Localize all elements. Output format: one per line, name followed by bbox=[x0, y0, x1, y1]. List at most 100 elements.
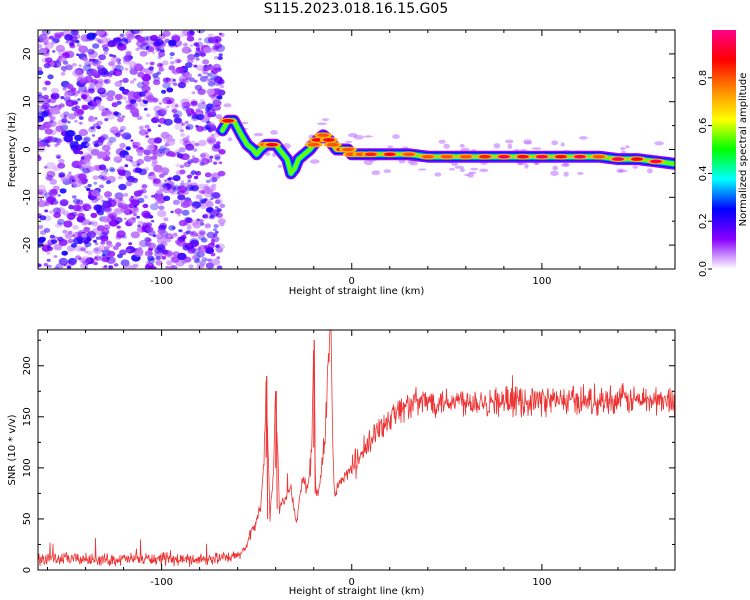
noise-speckle bbox=[78, 121, 83, 125]
noise-speckle bbox=[59, 31, 65, 36]
colorbar-tick-label: 0.2 bbox=[698, 213, 709, 229]
noise-speckle bbox=[164, 179, 168, 182]
noise-speckle bbox=[264, 152, 271, 156]
noise-speckle bbox=[66, 265, 72, 269]
noise-speckle bbox=[93, 181, 98, 185]
noise-speckle bbox=[86, 32, 96, 40]
noise-speckle bbox=[96, 125, 101, 130]
noise-speckle bbox=[106, 256, 116, 264]
noise-speckle bbox=[114, 102, 119, 106]
noise-speckle bbox=[57, 55, 67, 63]
noise-speckle bbox=[345, 140, 353, 143]
noise-speckle bbox=[91, 59, 101, 67]
noise-speckle bbox=[87, 63, 92, 67]
noise-speckle bbox=[144, 213, 151, 219]
noise-speckle bbox=[166, 105, 170, 108]
noise-speckle bbox=[162, 82, 171, 89]
noise-speckle bbox=[117, 175, 124, 180]
noise-speckle bbox=[181, 123, 186, 126]
noise-speckle bbox=[181, 78, 189, 85]
noise-speckle bbox=[438, 139, 446, 144]
noise-speckle bbox=[212, 99, 222, 107]
noise-speckle bbox=[210, 252, 216, 257]
noise-speckle bbox=[158, 33, 166, 40]
noise-speckle bbox=[92, 239, 97, 243]
noise-speckle bbox=[179, 182, 185, 187]
ridge-peak bbox=[265, 142, 278, 147]
noise-speckle bbox=[194, 84, 203, 91]
noise-speckle bbox=[207, 81, 216, 87]
noise-speckle bbox=[190, 110, 194, 113]
noise-speckle bbox=[166, 180, 175, 187]
noise-speckle bbox=[114, 112, 122, 118]
noise-speckle bbox=[142, 99, 146, 102]
noise-speckle bbox=[146, 144, 155, 151]
noise-speckle bbox=[139, 50, 148, 57]
noise-speckle bbox=[42, 31, 48, 35]
noise-speckle bbox=[198, 139, 207, 147]
noise-speckle bbox=[76, 216, 85, 222]
noise-speckle bbox=[210, 239, 215, 243]
noise-speckle bbox=[188, 77, 195, 82]
noise-speckle bbox=[156, 244, 166, 251]
noise-speckle bbox=[107, 265, 114, 269]
noise-speckle bbox=[174, 104, 179, 108]
noise-speckle bbox=[214, 230, 219, 234]
noise-speckle bbox=[206, 65, 214, 71]
noise-speckle bbox=[38, 111, 47, 119]
noise-speckle bbox=[147, 258, 156, 264]
noise-speckle bbox=[47, 112, 51, 115]
noise-speckle bbox=[159, 222, 167, 229]
noise-speckle bbox=[114, 81, 123, 87]
noise-speckle bbox=[117, 117, 124, 123]
noise-speckle bbox=[95, 197, 101, 201]
noise-speckle bbox=[91, 189, 100, 197]
noise-speckle bbox=[253, 132, 264, 137]
noise-speckle bbox=[205, 201, 214, 208]
noise-speckle bbox=[177, 252, 187, 261]
noise-speckle bbox=[182, 101, 191, 109]
noise-speckle bbox=[54, 143, 59, 147]
noise-speckle bbox=[117, 202, 124, 208]
noise-speckle bbox=[129, 80, 135, 84]
noise-speckle bbox=[117, 42, 123, 47]
chart-title: S115.2023.018.16.15.G05 bbox=[263, 1, 449, 17]
noise-speckle bbox=[90, 221, 95, 225]
noise-speckle bbox=[524, 163, 529, 169]
noise-speckle bbox=[181, 209, 190, 216]
noise-speckle bbox=[120, 259, 130, 267]
y-tick-label: 0 bbox=[22, 146, 33, 152]
noise-speckle bbox=[39, 35, 50, 43]
snr-plot-area bbox=[38, 330, 675, 567]
noise-speckle bbox=[109, 126, 119, 134]
noise-speckle bbox=[179, 129, 184, 133]
y-axis-label: SNR (10 * v/v) bbox=[7, 414, 18, 485]
noise-speckle bbox=[171, 266, 176, 269]
noise-speckle bbox=[177, 194, 186, 201]
noise-speckle bbox=[57, 236, 64, 242]
noise-speckle bbox=[107, 199, 117, 208]
noise-speckle bbox=[115, 133, 121, 138]
noise-speckle bbox=[157, 124, 162, 128]
x-tick-label: 0 bbox=[349, 577, 355, 588]
noise-speckle bbox=[92, 175, 99, 180]
noise-speckle bbox=[161, 114, 165, 117]
noise-speckle bbox=[172, 232, 178, 237]
noise-speckle bbox=[143, 195, 148, 199]
noise-speckle bbox=[52, 207, 62, 214]
noise-speckle bbox=[89, 100, 98, 107]
noise-speckle bbox=[87, 147, 93, 152]
noise-speckle bbox=[137, 36, 146, 43]
noise-speckle bbox=[178, 229, 183, 233]
noise-speckle bbox=[72, 198, 81, 205]
noise-speckle bbox=[156, 189, 163, 195]
noise-speckle bbox=[100, 170, 108, 176]
noise-speckle bbox=[206, 231, 216, 239]
noise-speckle bbox=[100, 37, 109, 44]
noise-speckle bbox=[51, 87, 59, 94]
noise-speckle bbox=[383, 169, 392, 174]
noise-speckle bbox=[111, 56, 120, 63]
noise-speckle bbox=[212, 192, 221, 199]
noise-speckle bbox=[443, 143, 450, 149]
noise-speckle bbox=[166, 260, 173, 266]
